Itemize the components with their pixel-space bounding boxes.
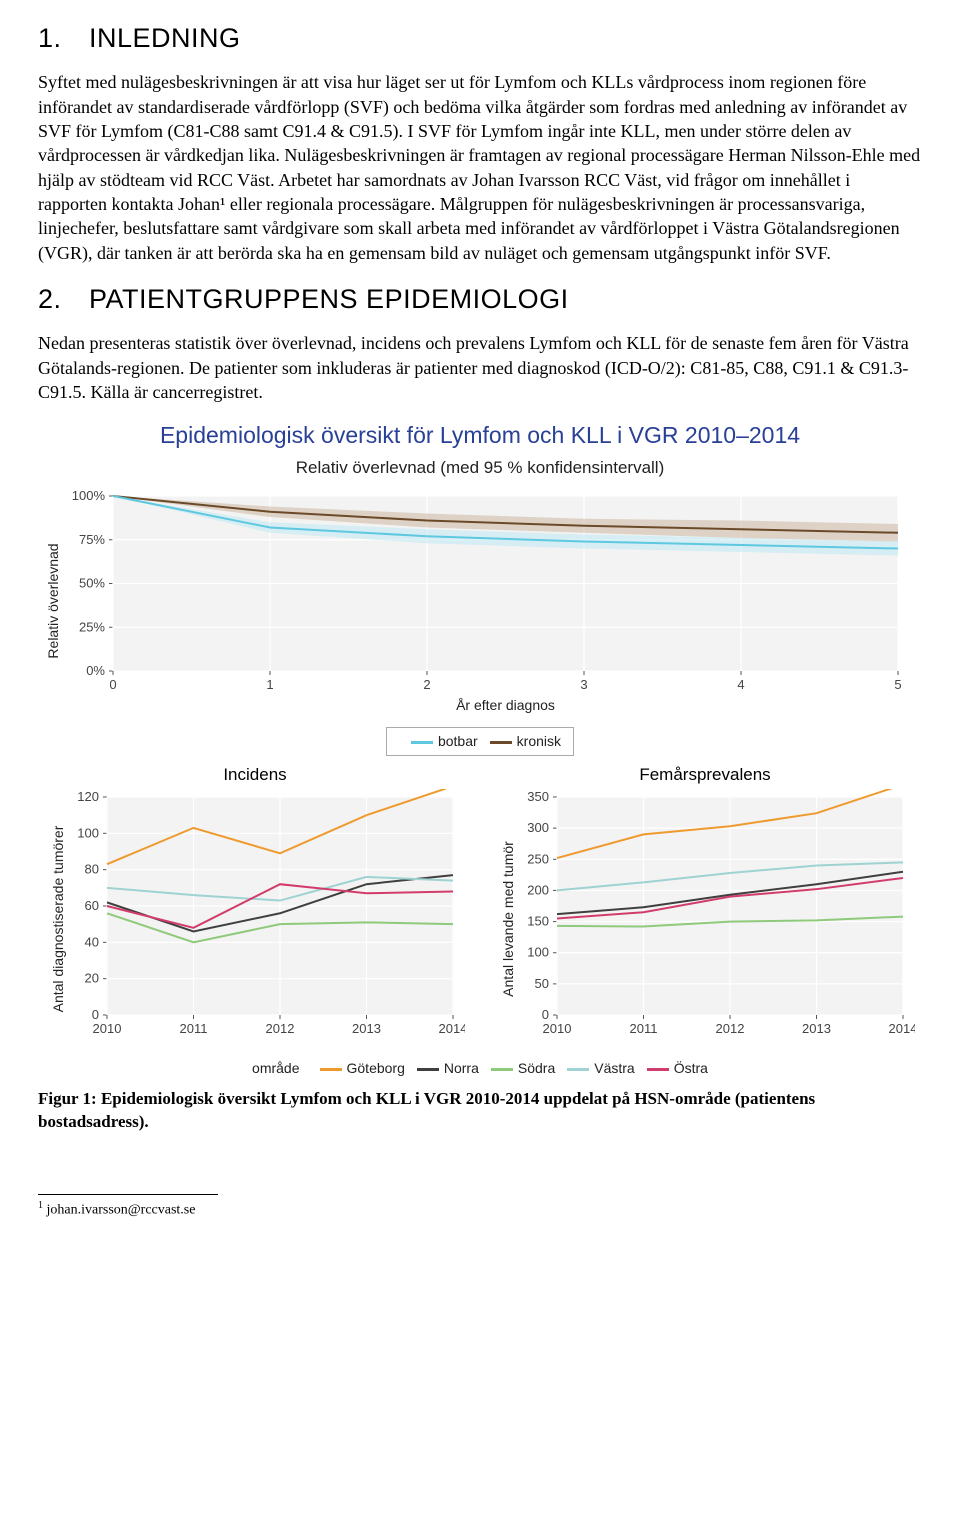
svg-text:2: 2 bbox=[423, 677, 430, 692]
svg-text:Antal levande med tumör: Antal levande med tumör bbox=[500, 840, 516, 996]
svg-text:150: 150 bbox=[527, 913, 549, 928]
svg-text:350: 350 bbox=[527, 789, 549, 804]
svg-text:100%: 100% bbox=[72, 488, 106, 503]
svg-text:100: 100 bbox=[527, 944, 549, 959]
svg-text:0: 0 bbox=[92, 1007, 99, 1022]
svg-text:40: 40 bbox=[85, 934, 99, 949]
footnote-text: johan.ivarsson@rccvast.se bbox=[47, 1203, 196, 1218]
section-2-paragraph: Nedan presenteras statistik över överlev… bbox=[38, 331, 922, 404]
svg-text:2013: 2013 bbox=[352, 1021, 381, 1036]
incidence-title: Incidens bbox=[45, 764, 465, 787]
prevalence-chart: 0 50 100 150 200 250 300 350 2010 2011 2012 2013 201… bbox=[495, 789, 915, 1049]
svg-text:2011: 2011 bbox=[630, 1021, 658, 1036]
svg-text:2011: 2011 bbox=[180, 1021, 208, 1036]
svg-text:År efter diagnos: År efter diagnos bbox=[456, 697, 555, 713]
svg-text:2014: 2014 bbox=[889, 1021, 915, 1036]
svg-text:0: 0 bbox=[542, 1007, 549, 1022]
svg-text:2012: 2012 bbox=[716, 1021, 745, 1036]
svg-text:2014: 2014 bbox=[439, 1021, 465, 1036]
svg-text:2012: 2012 bbox=[266, 1021, 295, 1036]
svg-text:60: 60 bbox=[85, 898, 99, 913]
svg-text:Antal diagnostiserade tumörer: Antal diagnostiserade tumörer bbox=[50, 825, 66, 1012]
svg-text:80: 80 bbox=[85, 861, 99, 876]
svg-text:200: 200 bbox=[527, 882, 549, 897]
svg-text:Relativ överlevnad: Relativ överlevnad bbox=[45, 544, 61, 659]
svg-text:4: 4 bbox=[737, 677, 744, 692]
svg-text:250: 250 bbox=[527, 851, 549, 866]
svg-text:300: 300 bbox=[527, 820, 549, 835]
svg-text:2010: 2010 bbox=[93, 1021, 122, 1036]
svg-text:50%: 50% bbox=[79, 576, 105, 591]
svg-text:0%: 0% bbox=[86, 663, 105, 678]
svg-text:2013: 2013 bbox=[802, 1021, 831, 1036]
section-1-heading: 1. INLEDNING bbox=[38, 20, 922, 56]
svg-text:20: 20 bbox=[85, 970, 99, 985]
area-legend: områdeGöteborgNorraSödraVästraÖstra bbox=[38, 1059, 922, 1078]
figure-caption: Figur 1: Epidemiologisk översikt Lymfom … bbox=[38, 1088, 922, 1134]
incidence-chart: 0 20 40 60 80 100 120 2010 2011 2012 2013 2014 Antal… bbox=[45, 789, 465, 1049]
svg-text:100: 100 bbox=[77, 825, 99, 840]
svg-text:2010: 2010 bbox=[543, 1021, 572, 1036]
survival-legend: botbarkronisk bbox=[38, 727, 922, 756]
svg-text:120: 120 bbox=[77, 789, 99, 804]
charts-main-title: Epidemiologisk översikt för Lymfom och K… bbox=[38, 420, 922, 451]
survival-chart: 0% 25% 50% 75% 100% 0 1 2 3 4 5 Relativ överlevnad Å… bbox=[38, 486, 918, 716]
svg-text:0: 0 bbox=[109, 677, 116, 692]
svg-text:3: 3 bbox=[580, 677, 587, 692]
svg-text:75%: 75% bbox=[79, 532, 105, 547]
svg-text:1: 1 bbox=[266, 677, 273, 692]
charts-container: Epidemiologisk översikt för Lymfom och K… bbox=[38, 420, 922, 1078]
svg-text:5: 5 bbox=[894, 677, 901, 692]
footnote-rule bbox=[38, 1194, 218, 1195]
footnote: 1 johan.ivarsson@rccvast.se bbox=[38, 1199, 922, 1221]
section-2-heading: 2. PATIENTGRUPPENS EPIDEMIOLOGI bbox=[38, 281, 922, 317]
survival-subtitle: Relativ överlevnad (med 95 % konfidensin… bbox=[38, 457, 922, 480]
prevalence-title: Femårsprevalens bbox=[495, 764, 915, 787]
section-1-paragraph: Syftet med nulägesbeskrivningen är att v… bbox=[38, 70, 922, 264]
svg-text:50: 50 bbox=[535, 975, 549, 990]
footnote-marker: 1 bbox=[38, 1200, 43, 1211]
svg-text:25%: 25% bbox=[79, 619, 105, 634]
